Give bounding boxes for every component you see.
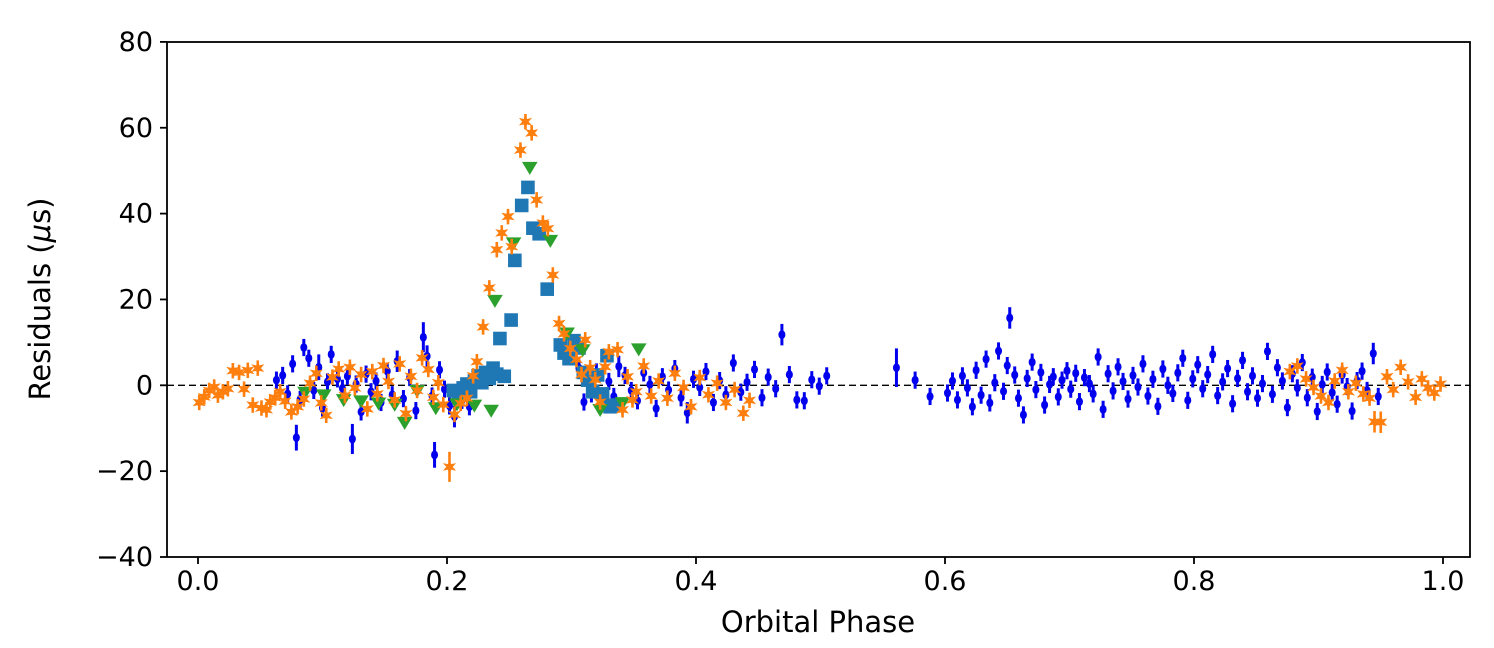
series-orange-stars — [192, 114, 1448, 482]
x-tick-label: 0.8 — [1173, 566, 1216, 597]
x-axis-title: Orbital Phase — [721, 605, 915, 639]
y-tick-label: 80 — [119, 27, 153, 58]
x-tick-label: 0.4 — [675, 566, 718, 597]
x-tick-label: 0.0 — [177, 566, 220, 597]
y-tick-label: −20 — [96, 456, 153, 487]
y-tick-label: 40 — [119, 199, 153, 230]
x-tick-label: 0.6 — [924, 566, 967, 597]
y-tick-label: 0 — [136, 370, 153, 401]
y-tick-label: 60 — [119, 113, 153, 144]
y-tick-label: 20 — [119, 284, 153, 315]
x-tick-label: 0.2 — [426, 566, 469, 597]
y-axis-title-prefix: Residuals ( — [23, 242, 57, 401]
x-axis-ticks: 0.0 0.2 0.4 0.6 0.8 1.0 — [177, 557, 1465, 597]
x-tick-label: 1.0 — [1422, 566, 1465, 597]
y-axis-title: Residuals (μs) — [23, 197, 57, 400]
plot-frame — [166, 41, 1471, 558]
y-tick-label: −40 — [96, 542, 153, 573]
y-axis-title-suffix: s) — [23, 197, 57, 224]
data-series — [192, 114, 1448, 482]
mu-symbol: μ — [23, 223, 57, 243]
y-axis-ticks: 80 60 40 20 0 −20 −40 — [96, 27, 167, 573]
x-axis-title-text: Orbital Phase — [720, 605, 916, 639]
